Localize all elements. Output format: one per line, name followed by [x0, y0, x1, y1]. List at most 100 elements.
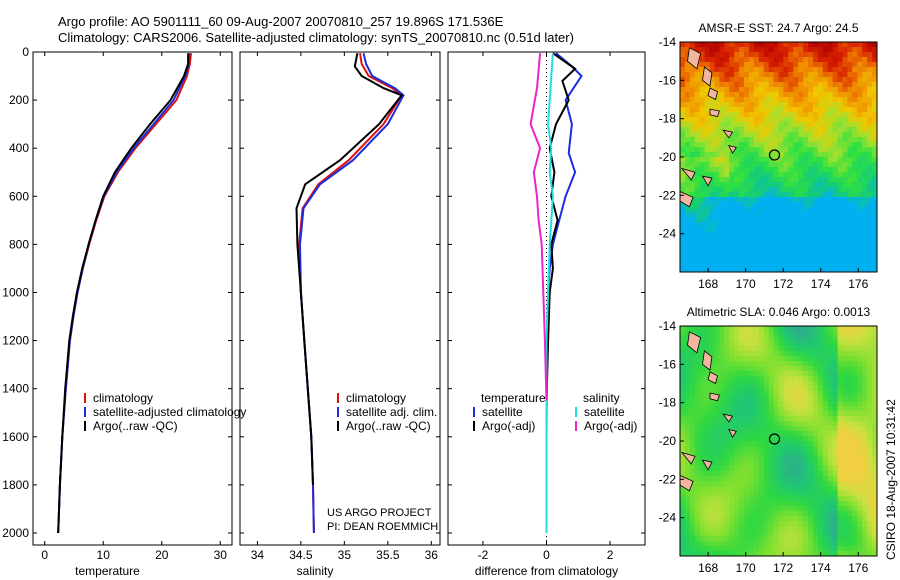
sst-map-cell [680, 252, 686, 258]
sla-map-cell [862, 531, 868, 537]
sla-map-cell [822, 436, 829, 442]
sla-map-cell [842, 451, 848, 457]
sst-map-cell [842, 232, 848, 238]
sst-map-cell [753, 122, 760, 128]
sla-map-cell [852, 461, 858, 467]
sst-map-cell [758, 157, 765, 163]
sst-map-cell [867, 107, 873, 113]
sst-map-cell [803, 87, 809, 93]
sst-map-cell [862, 252, 868, 258]
sla-map-cell [773, 511, 779, 517]
sla-map-cell [763, 326, 770, 332]
sst-map-cell [758, 72, 765, 78]
sst-map-cell [709, 62, 715, 68]
sst-map-cell [734, 47, 740, 53]
sla-map-cell [788, 481, 794, 487]
sla-map-cell [709, 346, 715, 352]
sst-map-cell [783, 237, 789, 243]
sst-map-cell [763, 162, 770, 168]
sla-map-cell [694, 381, 701, 387]
sst-map-cell [817, 262, 824, 268]
sla-map-cell [719, 371, 725, 377]
sst-map-cell [758, 52, 765, 58]
sst-map-cell [837, 47, 843, 53]
sla-map-cell [729, 416, 735, 422]
sla-map-cell [734, 501, 740, 507]
sla-map-cell [704, 476, 710, 482]
sst-map-cell [744, 127, 750, 133]
sla-map-cell [783, 431, 789, 437]
sst-map-cell [812, 112, 819, 118]
sst-map-cell [739, 112, 745, 118]
sla-map-cell [768, 426, 774, 432]
difference-series-line [545, 52, 583, 533]
sla-map-cell [837, 436, 843, 442]
sla-map-cell [768, 486, 774, 492]
sst-map-cell [803, 162, 809, 168]
sla-map-cell [739, 541, 745, 547]
sst-map-cell [822, 102, 829, 108]
sla-map-cell [709, 456, 715, 462]
sst-map-cell [822, 142, 829, 148]
sst-map-cell [753, 162, 760, 168]
sst-map-cell [798, 232, 804, 238]
legend-diff-temperature-heading: temperature [481, 391, 546, 405]
sla-map-cell [842, 546, 848, 552]
sla-map-cell [729, 461, 735, 467]
sla-map-cell [699, 381, 706, 387]
sla-map-cell [684, 471, 691, 477]
sst-map-cell [857, 137, 863, 143]
sla-map-cell [744, 331, 750, 337]
sst-map-cell [827, 107, 834, 113]
sst-map-cell [783, 117, 789, 123]
sst-map-cell [832, 137, 838, 143]
sla-map-cell [694, 456, 701, 462]
sla-map-cell [778, 406, 784, 412]
sla-map-cell [793, 461, 799, 467]
sst-map-cell [734, 242, 740, 248]
sla-map-cell [852, 486, 858, 492]
sla-map-cell [822, 431, 829, 437]
sla-map-cell [724, 366, 730, 372]
sla-map-cell [812, 411, 819, 417]
sla-map-cell [812, 371, 819, 377]
sla-map-cell [808, 461, 814, 467]
sla-map-cell [753, 496, 760, 502]
sla-map-cell [748, 361, 755, 367]
sst-map-cell [714, 202, 720, 208]
sst-map-cell [709, 137, 715, 143]
sla-map-cell [704, 456, 710, 462]
sla-map-cell [744, 461, 750, 467]
sst-map-cell [872, 132, 878, 138]
sla-map-cell [729, 481, 735, 487]
sla-map-cell [822, 346, 829, 352]
sst-map-cell [724, 227, 730, 233]
sla-map-cell [778, 441, 784, 447]
sst-map-cell [704, 227, 710, 233]
sla-map-cell [778, 481, 784, 487]
sst-map-cell [704, 207, 710, 213]
sla-map-cell [842, 441, 848, 447]
sla-map-cell [758, 406, 765, 412]
difference-series-line [529, 53, 548, 401]
sla-map-cell [709, 466, 715, 472]
sla-map-cell [699, 461, 706, 467]
sla-map-cell [739, 411, 745, 417]
sst-map-cell [748, 212, 755, 218]
sst-map-cell [788, 57, 794, 63]
sla-map-cell [758, 441, 765, 447]
sst-map-cell [803, 82, 809, 88]
sla-map-cell [699, 481, 706, 487]
sst-map-cell [773, 202, 779, 208]
sst-map-cell [753, 47, 760, 53]
sst-map-cell [847, 147, 853, 153]
sla-map-cell [704, 366, 710, 372]
sst-map-cell [689, 72, 696, 78]
sst-map-cell [783, 167, 789, 173]
sla-map-cell [867, 401, 873, 407]
sst-map-cell [798, 92, 804, 98]
sla-map-cell [694, 426, 701, 432]
sst-map-cell [783, 257, 789, 263]
sst-map-cell [852, 117, 858, 123]
sst-map-cell [763, 267, 770, 273]
